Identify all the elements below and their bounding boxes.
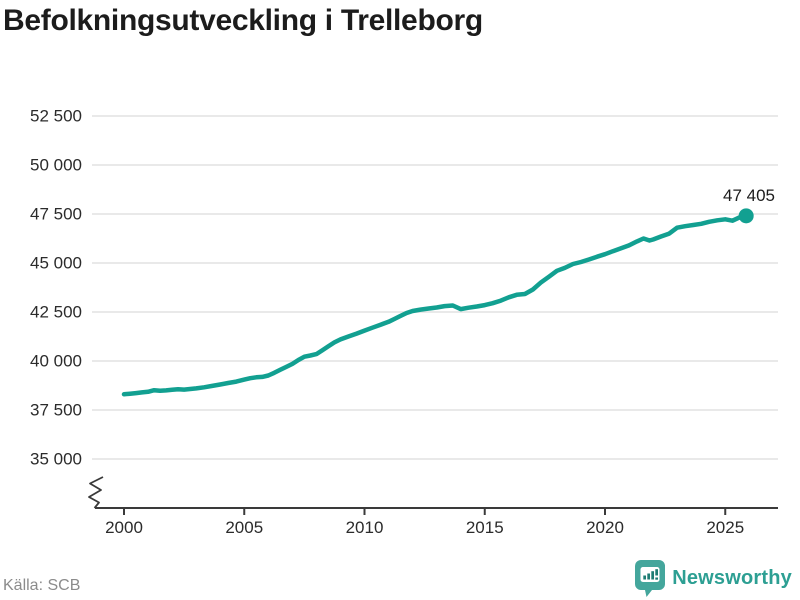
x-tick-label: 2005 <box>225 518 263 537</box>
y-axis-break-icon <box>88 476 104 509</box>
y-axis-tick-labels: 52 500 50 000 47 500 45 000 42 500 40 000 37 5… <box>30 107 82 469</box>
y-tick-label: 40 000 <box>30 352 82 371</box>
x-tick-label: 2020 <box>586 518 624 537</box>
x-tick-label: 2010 <box>346 518 384 537</box>
y-tick-label: 42 500 <box>30 303 82 322</box>
latest-value-label: 47 405 <box>723 186 775 205</box>
newsworthy-branding: Newsworthy <box>635 560 792 597</box>
newsworthy-wordmark: Newsworthy <box>672 567 792 589</box>
axis-break-zigzag <box>88 476 104 509</box>
latest-value-dot <box>738 208 754 224</box>
population-series-line <box>121 213 749 397</box>
x-tick-label: 2025 <box>706 518 744 537</box>
source-note: Källa: SCB <box>3 577 81 594</box>
x-tick-label: 2015 <box>466 518 504 537</box>
gridlines <box>92 115 778 460</box>
y-tick-label: 35 000 <box>30 450 82 469</box>
y-tick-label: 52 500 <box>30 107 82 126</box>
y-tick-label: 47 500 <box>30 205 82 224</box>
chart-title: Befolkningsutveckling i Trelleborg <box>3 4 483 37</box>
x-axis: 2000 2005 2010 2015 2020 2025 <box>95 507 778 537</box>
y-tick-label: 50 000 <box>30 156 82 175</box>
y-tick-label: 37 500 <box>30 401 82 420</box>
x-tick-label: 2000 <box>105 518 143 537</box>
population-line <box>121 213 749 397</box>
latest-value-marker <box>738 208 754 224</box>
y-tick-label: 45 000 <box>30 254 82 273</box>
newsworthy-logo-icon <box>635 560 666 597</box>
